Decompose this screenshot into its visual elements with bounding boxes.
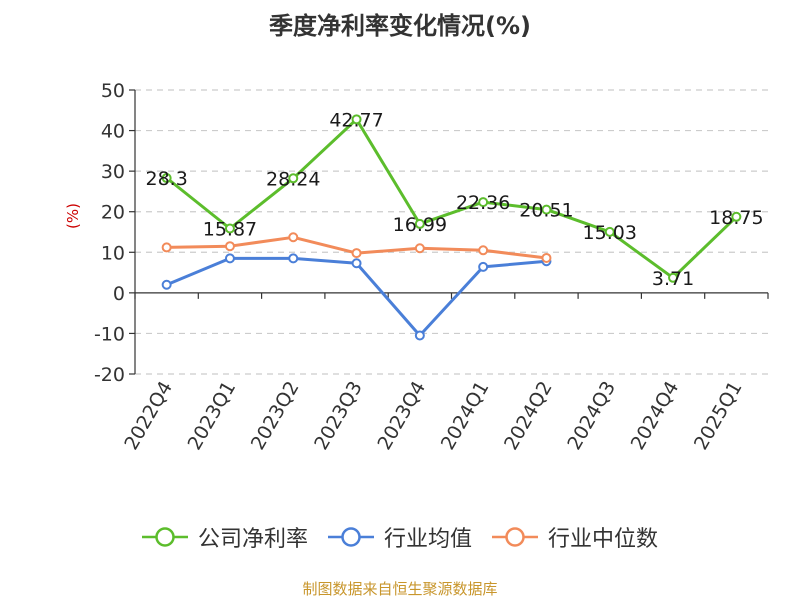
data-point [224,241,235,252]
data-point [541,204,552,215]
legend-marker [505,527,525,547]
data-point [351,114,362,125]
x-tick-label: 2024Q4 [627,378,684,454]
series-line [166,256,547,337]
data-label: 18.75 [709,207,763,229]
data-point [478,261,489,272]
y-tick-label: 50 [101,80,125,102]
legend-item[interactable]: 公司净利率 [141,521,308,553]
data-point [351,258,362,269]
data-label: 28.24 [266,168,320,190]
data-point [604,226,615,237]
data-point [414,218,425,229]
data-point [161,279,172,290]
legend-swatch-icon [141,527,188,547]
x-tick-label: 2023Q1 [184,378,241,454]
data-point [668,272,679,283]
legend-swatch-icon [492,527,538,547]
y-tick-label: 30 [101,161,125,183]
data-label: 42.77 [329,109,383,131]
y-tick-label: -20 [94,364,125,386]
data-label: 16.99 [393,214,447,236]
data-label: 28.3 [145,168,187,190]
data-point [414,330,425,341]
data-point [541,252,552,263]
legend-item[interactable]: 行业均值 [327,521,472,553]
legend-label: 行业均值 [383,527,472,552]
y-axis-label: (%) [64,203,82,229]
x-tick-label: 2023Q3 [310,378,367,454]
series-line [165,117,738,280]
x-tick-label: 2023Q4 [373,378,430,454]
legend-item[interactable]: 行业中位数 [492,521,658,553]
series-lines [161,114,742,341]
data-point [224,223,235,234]
data-point [414,243,425,254]
data-point [351,248,362,259]
data-point [224,253,235,264]
data-label: 15.87 [203,218,257,240]
data-label: 15.03 [583,222,637,244]
legend-label: 行业中位数 [548,527,659,552]
legend-marker [155,527,175,547]
data-point [288,232,299,243]
legend-label: 公司净利率 [197,527,308,552]
legend-marker [341,527,361,547]
y-tick-label: -10 [94,323,125,345]
y-tick-label: 40 [101,121,125,143]
chart-title: 季度净利率变化情况(%) [269,12,531,40]
source-note: 制图数据来自恒生聚源数据库 [302,580,498,598]
data-point [731,211,742,222]
x-tick-label: 2023Q2 [247,378,304,454]
data-label: 22.36 [456,192,510,214]
data-point [478,197,489,208]
data-point [288,253,299,264]
legend: 公司净利率 行业均值 行业中位数 [0,520,800,554]
y-tick-label: 20 [101,202,125,224]
x-tick-label: 2024Q2 [500,378,557,454]
x-tick-label: 2022Q4 [120,378,177,454]
x-tick-label: 2025Q1 [690,378,747,454]
data-label: 3.71 [652,268,694,290]
data-label: 20.51 [519,200,573,222]
data-point [478,245,489,256]
x-tick-label: 2024Q3 [563,378,620,454]
x-tick-label: 2024Q1 [437,378,494,454]
data-point [288,173,299,184]
data-point [161,242,172,253]
y-tick-label: 0 [113,283,125,305]
data-labels: 28.3 15.87 28.24 42.77 16.99 22.36 20.51 15.03 3… [145,109,763,289]
legend-swatch-icon [327,527,374,547]
y-tick-label: 10 [101,242,125,264]
data-point [161,173,172,184]
